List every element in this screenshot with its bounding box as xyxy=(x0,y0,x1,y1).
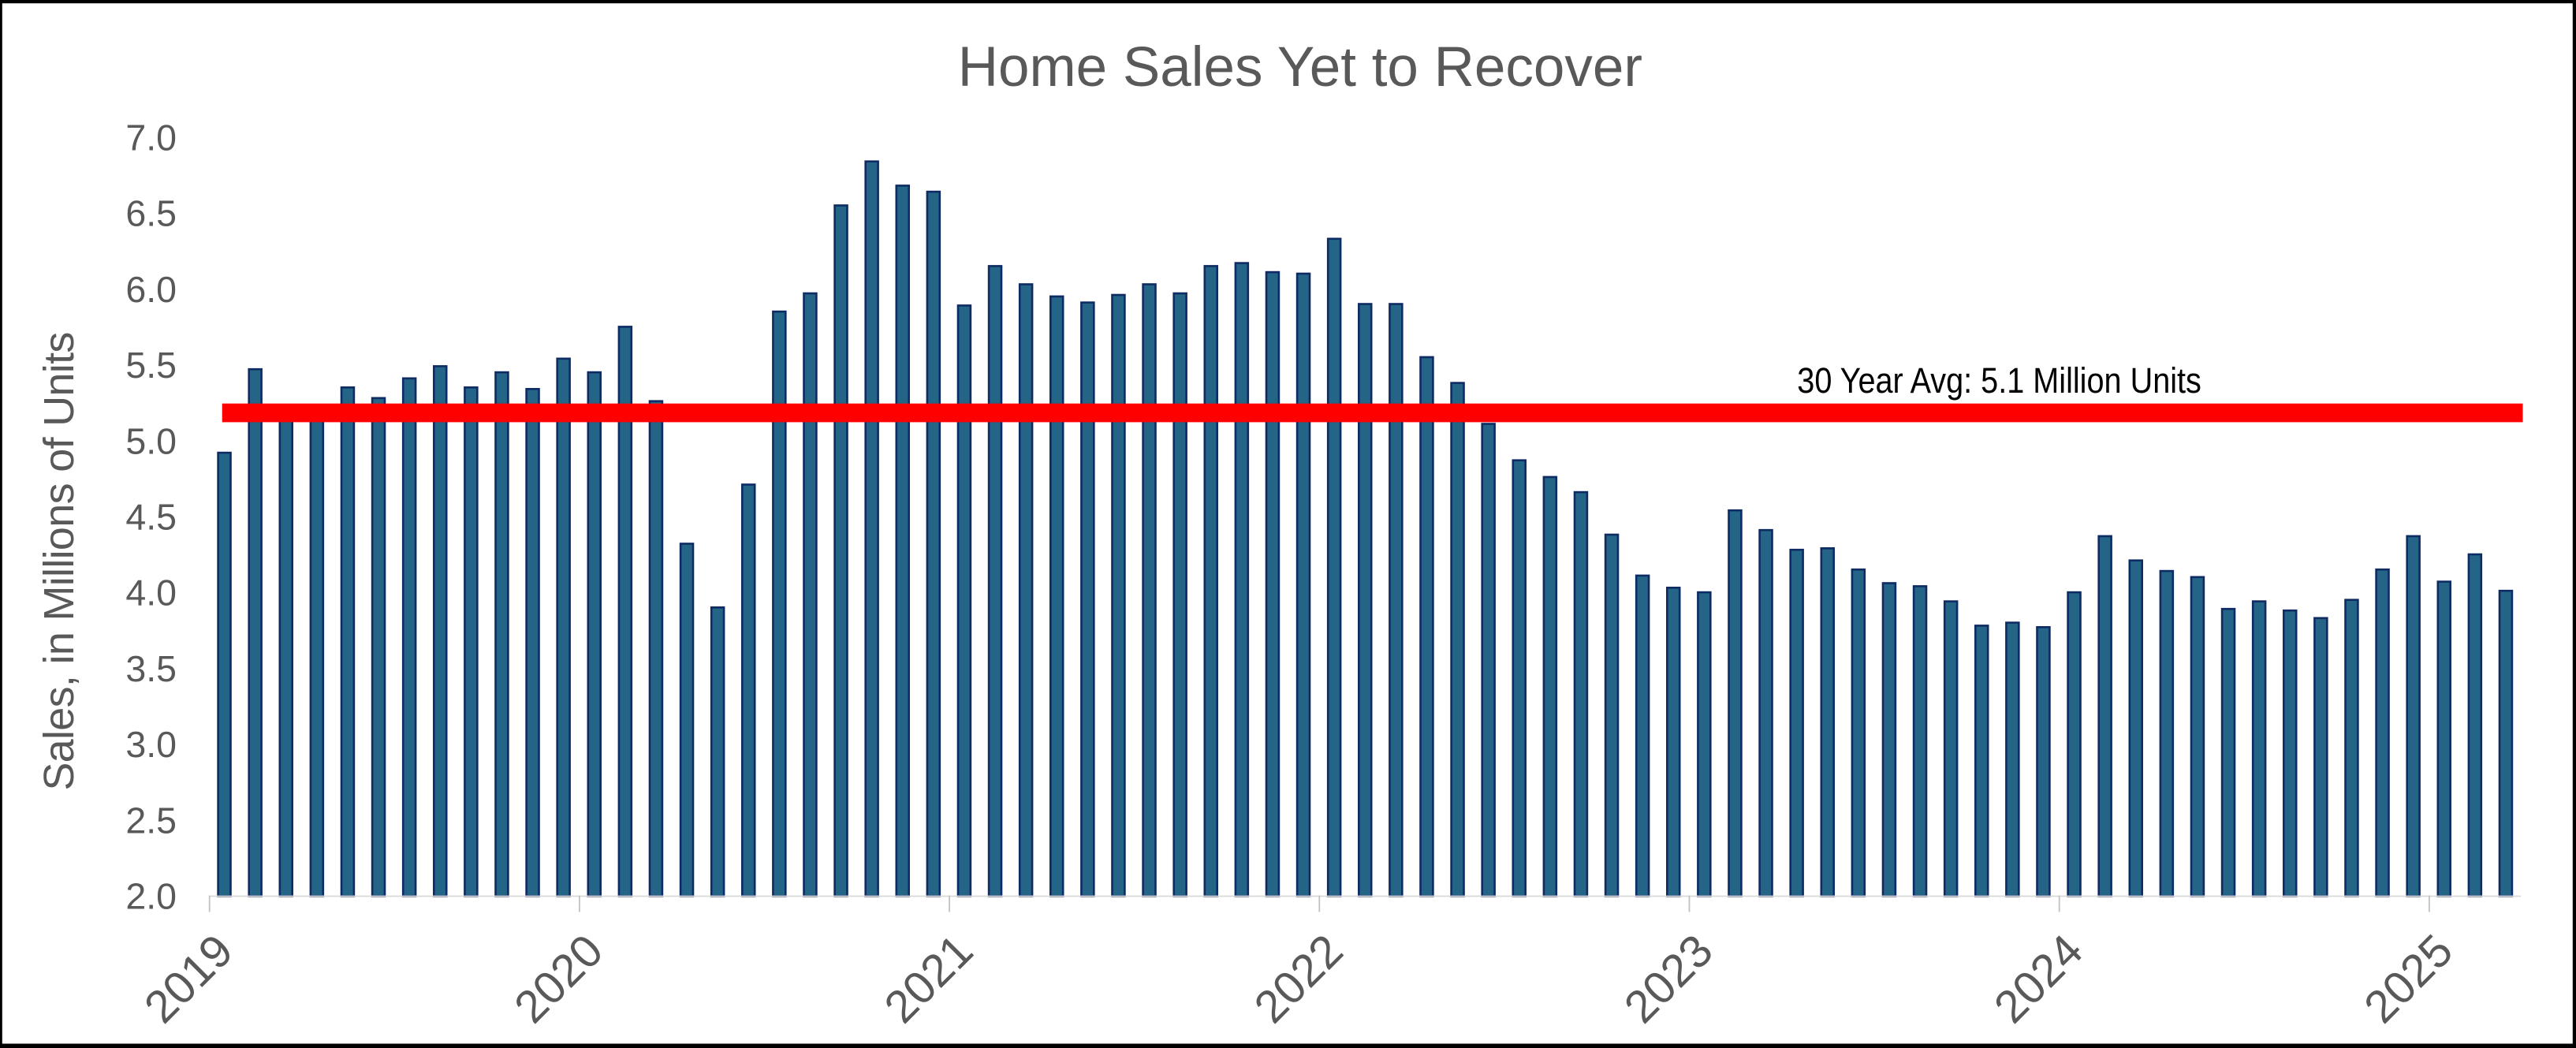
svg-text:2.5: 2.5 xyxy=(125,800,177,841)
svg-text:4.5: 4.5 xyxy=(125,497,177,538)
svg-text:7.0: 7.0 xyxy=(125,117,177,159)
svg-text:3.0: 3.0 xyxy=(125,724,177,765)
svg-text:5.5: 5.5 xyxy=(125,345,177,386)
svg-text:Home Sales Yet to Recover: Home Sales Yet to Recover xyxy=(958,36,1642,99)
svg-text:6.5: 6.5 xyxy=(125,193,177,234)
svg-text:30 Year Avg: 5.1 Million Units: 30 Year Avg: 5.1 Million Units xyxy=(1797,361,2201,401)
svg-text:2.0: 2.0 xyxy=(125,876,177,917)
svg-text:6.0: 6.0 xyxy=(125,269,177,310)
svg-text:Sales, in Millions of Units: Sales, in Millions of Units xyxy=(35,332,83,790)
svg-text:5.0: 5.0 xyxy=(125,420,177,461)
svg-text:3.5: 3.5 xyxy=(125,648,177,689)
svg-text:4.0: 4.0 xyxy=(125,572,177,614)
